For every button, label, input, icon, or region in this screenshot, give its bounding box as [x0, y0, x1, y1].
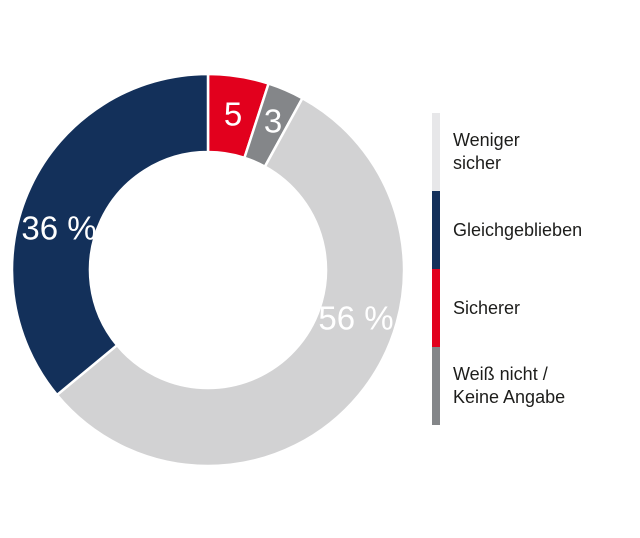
- legend-swatch-sicherer: [432, 269, 440, 347]
- legend-swatch-weiss-nicht: [432, 347, 440, 425]
- legend-swatch-weniger-sicher: [432, 113, 440, 191]
- donut-slice-gleichgeblieben: [10, 72, 210, 397]
- legend-label-sicherer: Sicherer: [453, 269, 520, 347]
- legend-label-line: Keine Angabe: [453, 387, 566, 407]
- legend-label-line: Weiß nicht /: [453, 364, 548, 384]
- legend-label-line: sicher: [453, 153, 502, 173]
- legend-item-weniger-sicher: Weniger sicher: [432, 113, 582, 191]
- legend-item-weiss-nicht: Weiß nicht / Keine Angabe: [432, 347, 582, 425]
- legend-label-line: Gleichgeblieben: [453, 219, 583, 240]
- slice-value-label-sicherer: 5: [223, 95, 243, 133]
- donut-slice-weniger-sicher: [55, 96, 406, 468]
- slice-value-label-weniger-sicher: 56 %: [318, 299, 394, 337]
- legend-label-weniger-sicher: Weniger sicher: [453, 113, 520, 191]
- slice-value-label-weiss-nicht: 3: [263, 102, 283, 140]
- legend-label-gleichgeblieben: Gleichgeblieben: [453, 191, 582, 269]
- legend-item-gleichgeblieben: Gleichgeblieben: [432, 191, 582, 269]
- legend-label-line: Weniger: [453, 130, 520, 150]
- legend-label-weiss-nicht: Weiß nicht / Keine Angabe: [453, 347, 565, 425]
- legend: Weniger sicher Gleichgeblieben Sicherer …: [432, 113, 582, 425]
- slice-value-label-gleichgeblieben: 36 %: [21, 209, 97, 247]
- legend-item-sicherer: Sicherer: [432, 269, 582, 347]
- legend-swatch-gleichgeblieben: [432, 191, 440, 269]
- legend-label-line: Sicherer: [453, 297, 521, 318]
